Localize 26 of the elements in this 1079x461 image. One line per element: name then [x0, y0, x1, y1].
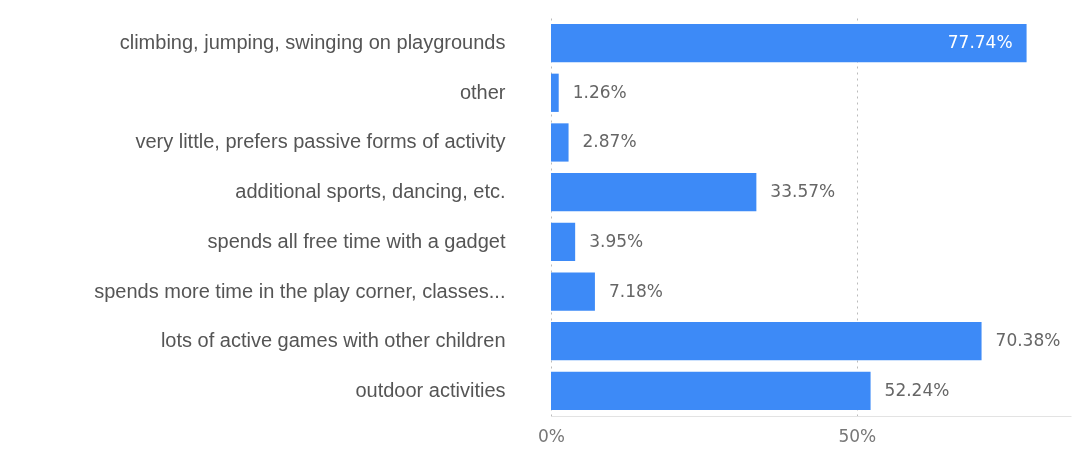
bar — [551, 322, 982, 361]
y-tick-label: additional sports, dancing, etc. — [235, 180, 506, 203]
data-label: 70.38% — [995, 330, 1061, 351]
y-tick-label: very little, prefers passive forms of activity — [135, 130, 506, 153]
bar — [551, 272, 595, 311]
data-label: 33.57% — [770, 181, 836, 202]
x-tick-label: 50% — [838, 425, 877, 446]
bar — [551, 73, 559, 112]
data-label: 7.18% — [608, 280, 663, 301]
y-tick-label: spends all free time with a gadget — [207, 229, 506, 252]
y-tick-label: climbing, jumping, swinging on playgrounds — [119, 31, 506, 54]
bar — [551, 173, 757, 212]
bar — [551, 222, 576, 261]
y-tick-label: outdoor activities — [355, 378, 506, 401]
y-tick-label: lots of active games with other children — [160, 329, 506, 352]
bar — [551, 371, 871, 411]
bar — [551, 23, 1027, 63]
data-label: 77.74% — [947, 32, 1013, 53]
data-label: 52.24% — [884, 379, 950, 400]
data-label: 1.26% — [572, 81, 627, 102]
data-label: 3.95% — [589, 230, 644, 251]
x-tick-label: 0% — [538, 425, 565, 446]
y-tick-label: other — [459, 80, 506, 103]
y-tick-label: spends more time in the play corner, classes... — [94, 279, 506, 302]
bar — [551, 123, 569, 162]
data-label: 2.87% — [582, 131, 637, 152]
